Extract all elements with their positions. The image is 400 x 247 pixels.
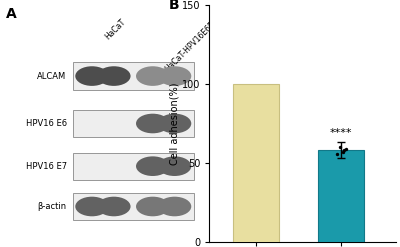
Point <box>342 147 349 151</box>
Ellipse shape <box>75 66 109 86</box>
Ellipse shape <box>75 197 109 216</box>
Ellipse shape <box>97 197 130 216</box>
Point <box>340 150 346 154</box>
FancyBboxPatch shape <box>72 153 194 180</box>
Text: A: A <box>6 7 17 21</box>
Ellipse shape <box>158 114 191 133</box>
FancyBboxPatch shape <box>72 110 194 137</box>
Y-axis label: Cell adhesion(%): Cell adhesion(%) <box>169 82 179 165</box>
Text: HaCaT: HaCaT <box>103 17 127 41</box>
Text: HPV16 E6: HPV16 E6 <box>26 119 67 128</box>
FancyBboxPatch shape <box>72 62 194 90</box>
Point <box>333 152 340 156</box>
Text: B: B <box>168 0 179 12</box>
Point <box>337 145 344 149</box>
Bar <box>233 84 280 242</box>
FancyBboxPatch shape <box>72 193 194 220</box>
Ellipse shape <box>136 197 170 216</box>
Text: HaCaT-HPV16E6E7: HaCaT-HPV16E6E7 <box>164 17 221 74</box>
Point <box>340 148 347 152</box>
Ellipse shape <box>136 114 170 133</box>
Ellipse shape <box>158 197 191 216</box>
Ellipse shape <box>136 66 170 86</box>
Text: ALCAM: ALCAM <box>38 72 67 81</box>
Ellipse shape <box>158 156 191 176</box>
Ellipse shape <box>136 156 170 176</box>
Ellipse shape <box>97 66 130 86</box>
Text: HPV16 E7: HPV16 E7 <box>26 162 67 171</box>
Bar <box>318 150 364 242</box>
Text: ****: **** <box>330 128 352 138</box>
Ellipse shape <box>158 66 191 86</box>
Text: β-actin: β-actin <box>38 202 67 211</box>
